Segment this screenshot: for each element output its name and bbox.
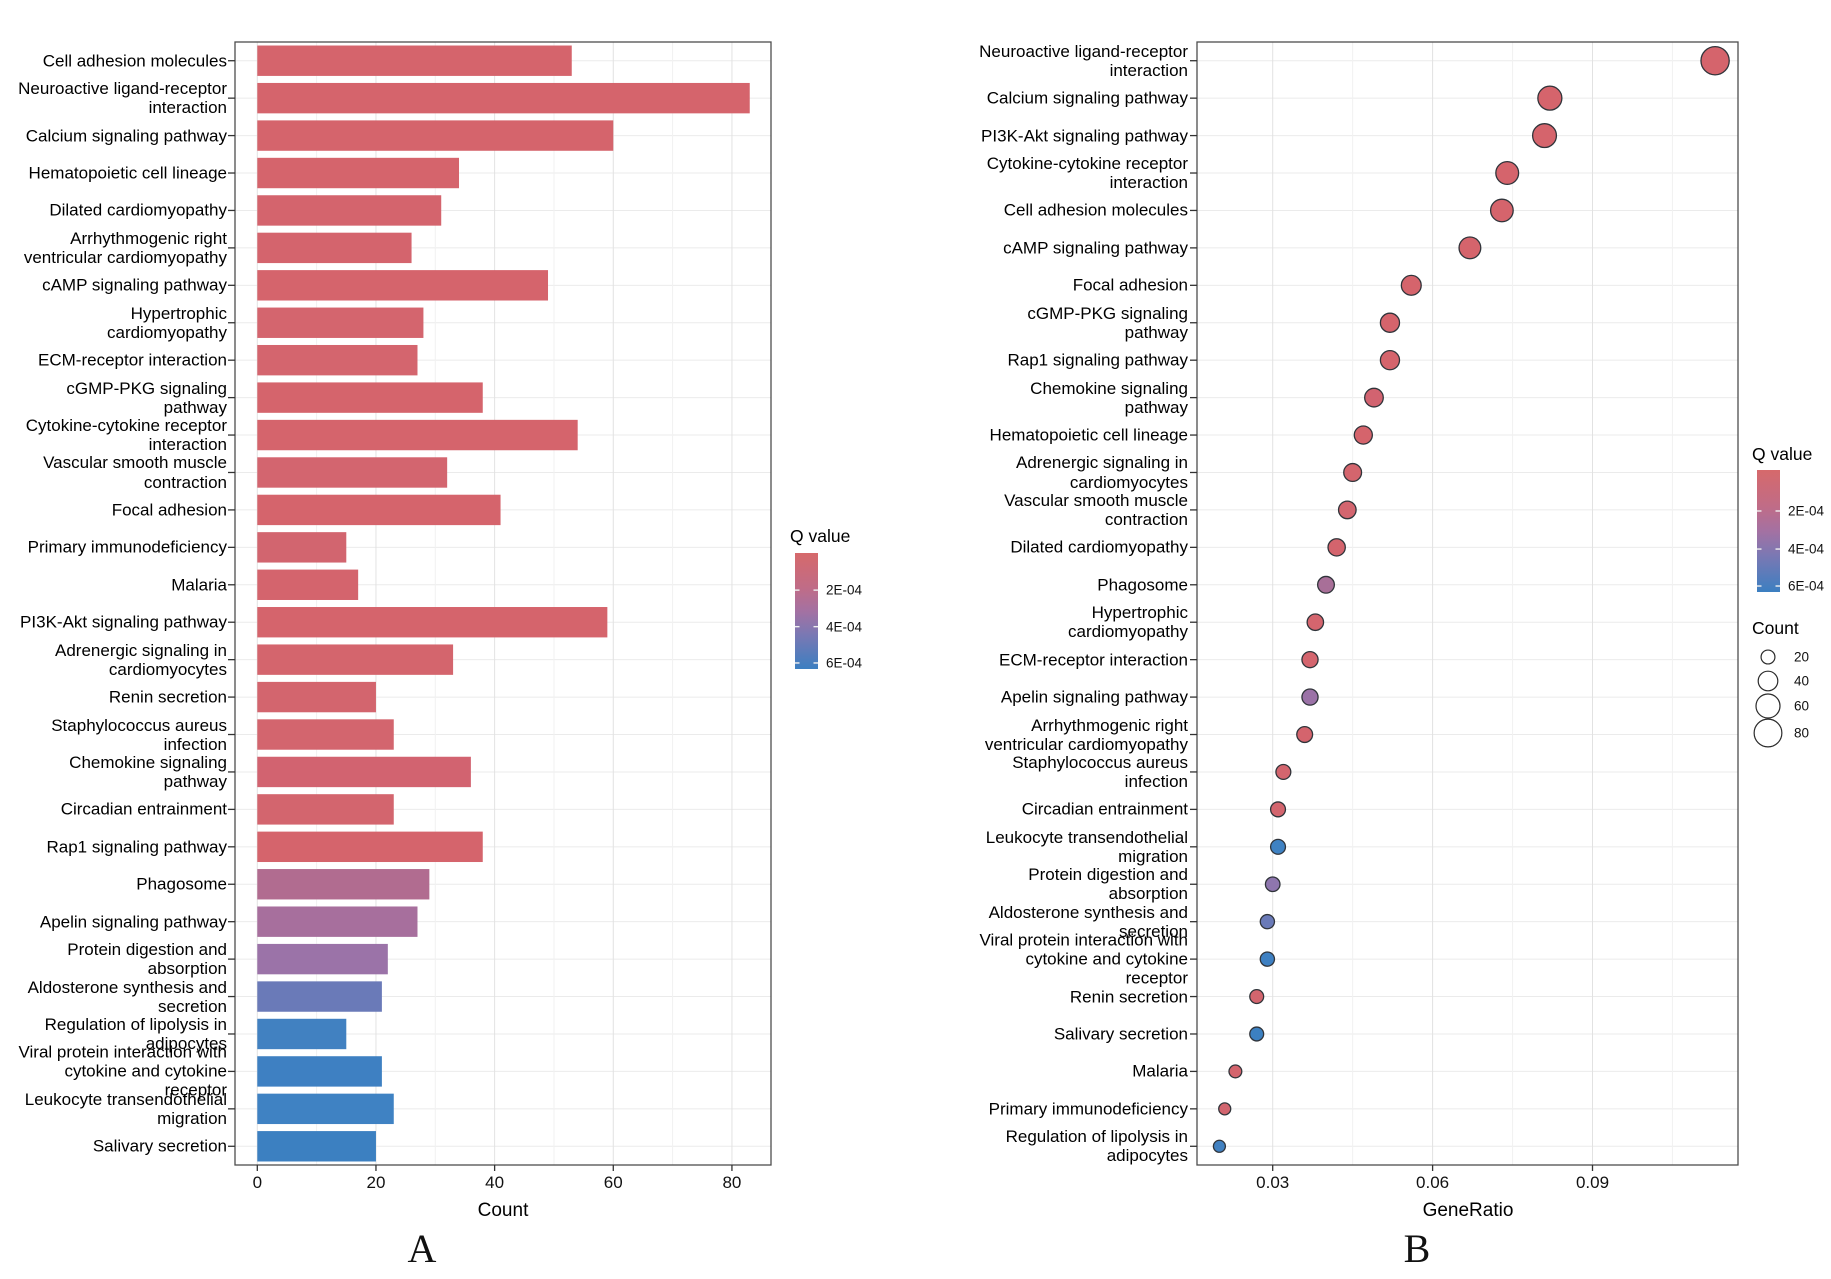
dot <box>1296 725 1314 744</box>
legend-a-tick-label: 4E-04 <box>826 619 863 635</box>
dot <box>1327 538 1346 557</box>
dot <box>1275 763 1292 781</box>
legend-count-label: 20 <box>1794 649 1810 665</box>
dot <box>1379 349 1401 371</box>
bar <box>257 457 448 488</box>
bar <box>257 1131 376 1162</box>
dot <box>1489 198 1514 223</box>
legend-count-label: 60 <box>1794 698 1810 714</box>
legend-b-tick-label: 2E-04 <box>1788 503 1825 519</box>
legend-b-count-title: Count <box>1752 618 1799 638</box>
dot <box>1306 613 1325 632</box>
legend-b-tick-label: 6E-04 <box>1788 578 1825 594</box>
bar <box>257 1093 394 1125</box>
x-tick-label: 20 <box>366 1173 386 1192</box>
bar <box>257 532 347 563</box>
bar <box>257 1056 382 1087</box>
legend-count-circle <box>1753 718 1783 748</box>
dot <box>1337 500 1357 520</box>
panel-b-background <box>1197 42 1738 1165</box>
legend-count-label: 40 <box>1794 673 1810 689</box>
bar <box>257 307 424 338</box>
bar <box>257 981 382 1012</box>
dot <box>1400 274 1422 296</box>
dot <box>1259 951 1276 967</box>
x-tick-label: 0.03 <box>1256 1173 1290 1192</box>
legend-count-circle <box>1757 670 1779 692</box>
dot <box>1269 838 1287 855</box>
bar <box>257 607 608 638</box>
bar <box>257 344 418 376</box>
legend-count-circle <box>1755 693 1781 719</box>
bar <box>257 419 578 451</box>
x-axis-title-count: Count <box>477 1200 529 1221</box>
bar <box>257 270 549 301</box>
panel-b-border <box>1196 41 1739 1166</box>
bar <box>257 195 442 226</box>
bar <box>257 569 359 600</box>
dot <box>1249 1026 1265 1042</box>
bar <box>257 644 454 675</box>
bar <box>257 82 750 114</box>
dot <box>1343 462 1363 483</box>
legend-b-gradient-bar <box>1757 470 1780 592</box>
dot <box>1264 876 1281 893</box>
legend-a-tick-label: 2E-04 <box>826 582 863 598</box>
legend-a-gradient-bar <box>795 553 818 669</box>
x-tick-label: 80 <box>722 1173 742 1192</box>
legend-count-circle <box>1760 649 1776 665</box>
bar <box>257 45 572 76</box>
dot <box>1301 688 1319 706</box>
panel-a-border <box>234 41 772 1166</box>
bar <box>257 869 430 900</box>
bar <box>257 382 483 413</box>
bar <box>257 794 394 825</box>
dot <box>1218 1102 1232 1116</box>
dot <box>1495 160 1520 186</box>
dot <box>1364 387 1384 408</box>
dot <box>1212 1139 1227 1153</box>
dot <box>1317 575 1335 594</box>
dot <box>1531 123 1558 149</box>
x-tick-label: 0.06 <box>1416 1173 1450 1192</box>
bar <box>257 157 460 189</box>
legend-b-tick-label: 4E-04 <box>1788 541 1825 557</box>
bar <box>257 906 418 937</box>
dot <box>1259 913 1276 930</box>
dot <box>1458 236 1482 260</box>
dot <box>1249 988 1265 1005</box>
bar <box>257 120 614 151</box>
legend-b-qvalue-title: Q value <box>1752 444 1813 464</box>
x-tick-label: 0 <box>252 1173 263 1192</box>
bar <box>257 1018 347 1050</box>
legend-a-tick-label: 6E-04 <box>826 655 863 671</box>
dot <box>1269 801 1287 818</box>
x-tick-label: 0.09 <box>1575 1173 1610 1192</box>
dot <box>1379 312 1401 333</box>
dot <box>1228 1064 1243 1079</box>
dot <box>1700 45 1730 76</box>
dot <box>1301 650 1319 669</box>
dot <box>1353 425 1373 445</box>
panel-a-letter: A <box>407 1226 437 1271</box>
bar <box>257 494 501 526</box>
bar <box>257 681 376 713</box>
bar <box>257 719 394 750</box>
dot <box>1537 85 1563 111</box>
bar <box>257 756 471 788</box>
panel-b-letter: B <box>1403 1226 1431 1271</box>
panel-a-background <box>235 42 771 1165</box>
x-axis-title-generatio: GeneRatio <box>1422 1200 1514 1221</box>
x-tick-label: 60 <box>603 1173 623 1192</box>
bar <box>257 831 483 863</box>
bar <box>257 232 412 264</box>
x-tick-label: 40 <box>485 1173 505 1192</box>
legend-count-label: 80 <box>1794 725 1810 741</box>
bar <box>257 943 388 975</box>
legend-a-qvalue-title: Q value <box>790 526 851 546</box>
